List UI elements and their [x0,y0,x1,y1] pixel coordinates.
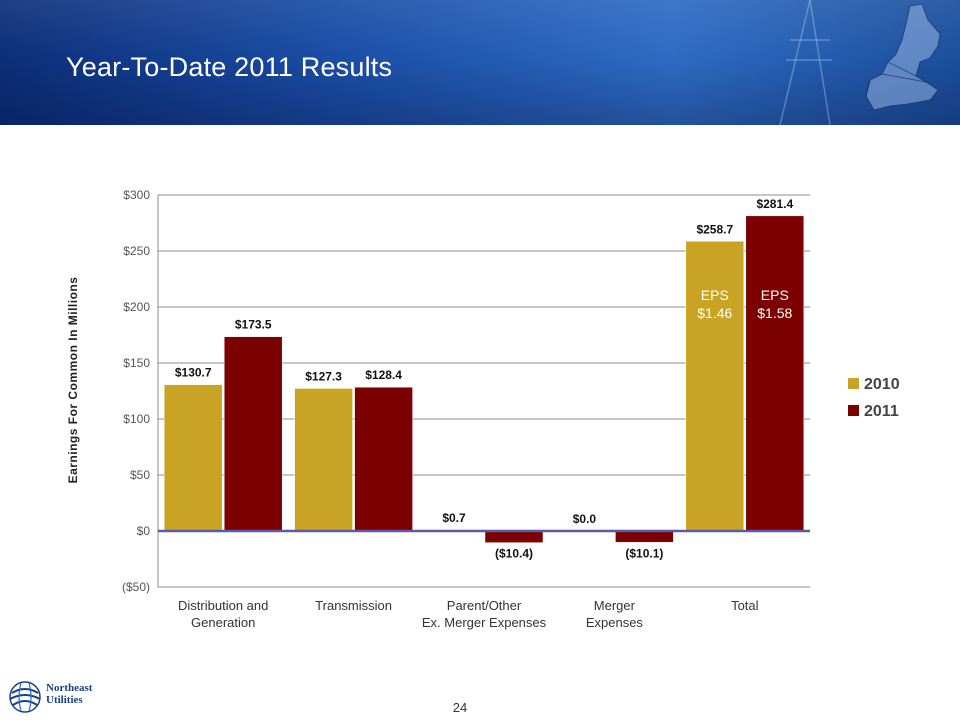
logo-wordmark: Northeast Utilities [46,682,92,706]
bar-2011 [354,386,413,532]
page-number: 24 [452,700,468,715]
bar-2010 [685,241,745,532]
y-tick-label: $250 [123,244,150,258]
legend-label-2011: 2011 [864,403,899,420]
data-label: $281.4 [756,197,793,211]
x-category-label: Merger [594,598,636,613]
legend-label-2010: 2010 [864,376,900,393]
x-category-label: Distribution and [178,598,268,613]
x-axis-categories: Distribution and Generation Transmission Pa… [178,598,759,630]
logo-line-2: Utilities [46,694,83,706]
bar-2010 [163,384,223,532]
bar-2011 [615,530,674,543]
northeast-utilities-logo: Northeast Utilities [6,678,126,718]
slide-header: Year-To-Date 2011 Results [0,0,960,125]
y-axis-label: Earnings For Common In Millions [66,277,80,484]
slide-title: Year-To-Date 2011 Results [66,52,393,82]
data-label: $130.7 [175,366,212,380]
eps-annotation: EPS [761,287,789,303]
y-tick-label: $150 [123,356,150,370]
legend-swatch-2011 [848,405,859,416]
y-tick-label: ($50) [122,580,150,594]
x-category-label: Parent/Other [447,598,522,613]
bar-group [163,215,805,543]
x-category-label: Total [731,598,759,613]
data-label: $258.7 [696,222,733,236]
eps-annotation: $1.46 [697,305,732,321]
data-label: $173.5 [235,318,272,332]
x-category-label: Ex. Merger Expenses [422,615,547,630]
data-label: $0.7 [442,511,466,525]
eps-annotation: $1.58 [757,305,792,321]
y-axis-ticks: ($50) $0 $50 $100 $150 $200 $250 $300 [122,188,150,594]
eps-annotation: EPS [701,287,729,303]
data-label: ($10.4) [495,547,533,561]
bar-2011 [484,530,544,543]
header-glow [0,0,960,125]
y-tick-label: $0 [137,524,151,538]
legend-swatch-2010 [848,378,859,389]
y-tick-label: $200 [123,300,150,314]
value-labels: $130.7 $127.3 $0.7 $0.0 $258.7 $173.5 $128.4 ($… [175,197,794,561]
data-label: $0.0 [573,512,597,526]
data-label: $128.4 [365,368,402,382]
y-tick-label: $100 [123,412,150,426]
data-label: $127.3 [305,369,342,383]
x-category-label: Generation [191,615,255,630]
x-category-label: Transmission [315,598,392,613]
data-label: ($10.1) [625,546,663,560]
bar-2011 [745,215,805,532]
bar-2010 [294,388,353,532]
y-tick-label: $50 [130,468,150,482]
logo-line-1: Northeast [46,682,93,694]
new-england-map-icon [779,0,941,125]
globe-logo-icon [9,681,41,713]
bar-2011 [223,336,283,532]
x-category-label: Expenses [586,615,644,630]
y-tick-label: $300 [123,188,150,202]
chart-legend: 2010 2011 [848,376,900,420]
